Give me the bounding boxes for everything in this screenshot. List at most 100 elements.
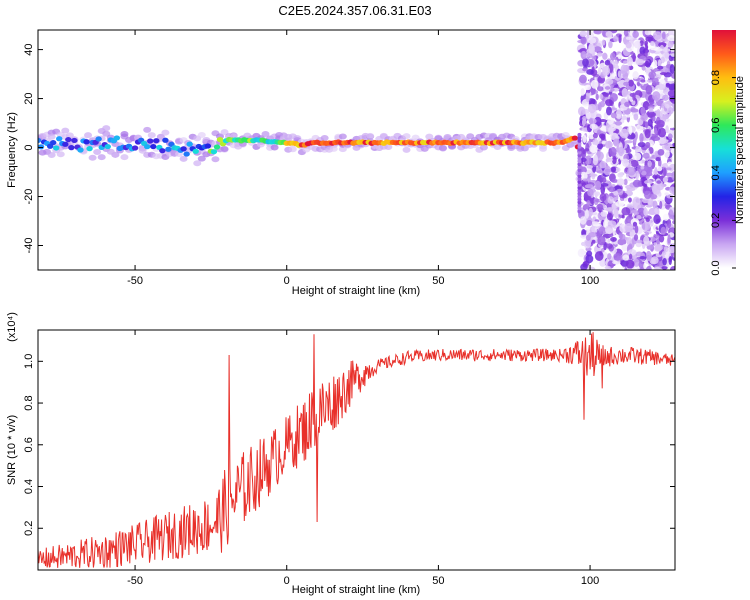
spectrogram-noise-cell xyxy=(658,235,665,243)
spectrogram-noise-cell xyxy=(594,251,604,261)
spectrogram-noise-cell xyxy=(581,249,585,255)
spectrogram-noise-cell xyxy=(645,217,650,223)
spectrogram-noise-cell xyxy=(653,214,661,225)
spectrogram-noise-cell xyxy=(599,93,604,100)
spectrogram-noise-cell xyxy=(648,71,657,79)
spectrogram-noise-cell xyxy=(628,253,633,260)
spectrogram-noise-cell xyxy=(611,156,617,165)
spectrogram-halo-cell xyxy=(97,154,106,161)
spectrogram-noise-cell xyxy=(602,65,611,76)
snr-y-label: SNR (10 * v/v) xyxy=(6,415,18,485)
spectrogram-noise-cell xyxy=(657,134,667,145)
spectrogram-noise-cell xyxy=(661,102,665,109)
colorbar: 0.0 0.2 0.4 0.6 0.8 Normalized spectral ampl… xyxy=(710,30,746,276)
spectrogram-noise-cell xyxy=(580,263,588,270)
spectrogram-signal-cell xyxy=(147,138,154,144)
spectrogram-signal-cell xyxy=(213,144,221,150)
spectrogram-noise-cell xyxy=(597,143,604,150)
spectrogram-signal-cell xyxy=(95,136,102,142)
x-tick-label: -50 xyxy=(127,275,143,287)
spectrogram-noise-cell xyxy=(586,164,594,169)
spectrogram-noise-cell xyxy=(588,231,597,238)
spectrogram-noise-cell xyxy=(580,50,587,60)
spectrogram-noise-cell xyxy=(647,112,657,118)
spectrogram-noise-cell xyxy=(646,250,652,260)
spectrogram-noise-cell xyxy=(645,36,653,42)
spectrogram-noise-cell xyxy=(589,173,598,177)
spectrogram-noise-cell xyxy=(627,166,636,176)
spectrogram-noise-cell xyxy=(605,78,614,85)
spectrogram-noise-cell xyxy=(638,260,644,269)
spectrogram-halo-cell xyxy=(366,132,375,139)
x-tick-label: -50 xyxy=(127,575,143,587)
spectrogram-noise-cell xyxy=(582,149,586,155)
spectrogram-noise-cell xyxy=(633,234,639,241)
spectrogram-noise-cell xyxy=(613,190,619,196)
spectrogram-noise-cell xyxy=(659,72,668,76)
spectrogram-noise-cell xyxy=(619,128,629,139)
spectrogram-noise-cell xyxy=(663,246,669,253)
spectrogram-noise-cell xyxy=(609,93,618,102)
spectrogram-halo-cell xyxy=(402,146,411,153)
spectrogram-spike-cell xyxy=(577,209,582,214)
spectrogram-spike-cell xyxy=(577,185,582,190)
spectrogram-spike-cell xyxy=(577,141,582,146)
spectrogram-signal-cell xyxy=(62,141,69,147)
spectrogram-halo-cell xyxy=(197,155,206,162)
spectrogram-noise-cell xyxy=(652,31,662,40)
spectrogram-noise-cell xyxy=(582,67,588,72)
spectrogram-noise-cell xyxy=(587,266,596,270)
spectrogram-noise-cell xyxy=(648,107,654,114)
spectrogram-noise-cell xyxy=(658,83,666,91)
spectrogram-signal-cell xyxy=(180,146,187,152)
y-tick-label: 0.4 xyxy=(23,479,35,494)
spectrogram-noise-cell xyxy=(645,141,651,148)
spectrogram-signal-cell xyxy=(53,145,60,151)
spectrogram-noise-cell xyxy=(646,182,650,187)
spectrogram-noise-cell xyxy=(653,127,658,135)
colorbar-tick-label: 0.0 xyxy=(710,260,722,275)
spectrogram-noise-cell xyxy=(609,146,617,157)
y-tick-label: 40 xyxy=(23,43,35,55)
y-tick-label: 20 xyxy=(23,92,35,104)
colorbar-tick-label: 0.4 xyxy=(710,165,722,180)
spectrogram-halo-cell xyxy=(61,127,70,134)
colorbar-tick-label: 0.2 xyxy=(710,213,722,228)
spectrogram-noise-cell xyxy=(621,88,629,98)
x-tick-label: 50 xyxy=(432,275,444,287)
spectrogram-noise-cell xyxy=(592,139,599,146)
spectrogram-noise-cell xyxy=(664,143,674,151)
spectrogram-noise-cell xyxy=(669,186,675,194)
x-tick-label: 0 xyxy=(284,575,290,587)
spectrogram-noise-cell xyxy=(589,123,598,130)
spectrogram-halo-cell xyxy=(111,151,120,158)
spectrogram-signal-cell xyxy=(83,139,90,145)
spectrogram-noise-cell xyxy=(657,65,664,70)
snr-series-line xyxy=(38,332,675,568)
spectrogram-signal-cell xyxy=(56,136,63,142)
spectrogram-noise-cell xyxy=(613,253,622,261)
spectrogram-noise-cell xyxy=(637,46,641,56)
spectrogram-noise-cell xyxy=(670,95,675,104)
spectrogram-noise-cell xyxy=(587,98,596,106)
spectrogram-noise-cell xyxy=(667,133,673,140)
spectrogram-noise-cell xyxy=(667,41,674,48)
spectrogram-noise-cell xyxy=(592,221,599,225)
spectrogram-halo-cell xyxy=(120,131,129,138)
spectrogram-noise-cell xyxy=(663,148,670,159)
spectrogram-noise-cell xyxy=(644,179,653,185)
spectrogram-halo-cell xyxy=(197,132,206,139)
spectrogram-noise-cell xyxy=(582,58,589,67)
spectrogram-signal-cell xyxy=(571,135,579,141)
spectrogram-noise-cell xyxy=(605,31,613,38)
spectrogram-noise-cell xyxy=(595,93,599,100)
spectrogram-spike-cell xyxy=(577,171,582,176)
spectrogram-noise-cell xyxy=(614,59,619,70)
spectrogram-noise-cell xyxy=(612,229,616,236)
spectrogram-noise-cell xyxy=(644,121,649,129)
spectrogram-noise-cell xyxy=(606,207,614,212)
spectrogram-signal-cell xyxy=(192,148,199,154)
spectrogram-noise-cell xyxy=(654,166,658,176)
snr-y-exponent: (x10⁴) xyxy=(6,312,18,342)
y-tick-label: 1.0 xyxy=(23,354,35,369)
